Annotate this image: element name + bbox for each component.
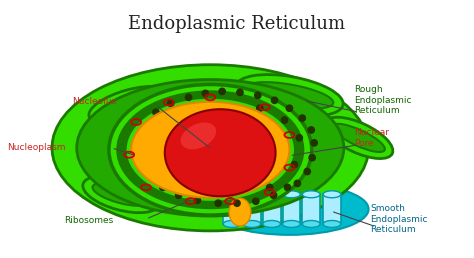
Ellipse shape [302, 221, 320, 228]
Ellipse shape [283, 221, 301, 228]
Circle shape [284, 184, 291, 190]
Circle shape [187, 186, 194, 192]
Ellipse shape [246, 82, 333, 109]
Text: Endoplasmic Reticulum: Endoplasmic Reticulum [128, 15, 346, 33]
Circle shape [192, 105, 199, 111]
Circle shape [304, 168, 310, 175]
Circle shape [266, 184, 273, 190]
Text: Rough
Endoplasmic
Reticulum: Rough Endoplasmic Reticulum [354, 85, 411, 115]
Bar [283, 194, 301, 224]
Ellipse shape [229, 198, 251, 226]
Circle shape [296, 135, 302, 141]
Circle shape [146, 125, 152, 131]
Ellipse shape [210, 183, 369, 235]
Circle shape [219, 88, 225, 95]
Circle shape [215, 200, 221, 206]
Ellipse shape [117, 91, 303, 208]
Circle shape [308, 127, 314, 133]
Ellipse shape [243, 221, 261, 228]
Circle shape [253, 198, 259, 204]
Ellipse shape [181, 123, 216, 149]
Text: Smooth
Endoplasmic
Reticulum: Smooth Endoplasmic Reticulum [371, 204, 428, 234]
Circle shape [153, 151, 159, 158]
Circle shape [185, 94, 191, 101]
Ellipse shape [323, 191, 341, 198]
Ellipse shape [52, 65, 369, 231]
Ellipse shape [165, 109, 275, 196]
Circle shape [153, 109, 159, 115]
Ellipse shape [109, 84, 312, 215]
Bar [223, 194, 241, 224]
Ellipse shape [236, 75, 343, 116]
Circle shape [237, 89, 243, 95]
Circle shape [255, 92, 261, 99]
Ellipse shape [83, 176, 160, 213]
Ellipse shape [283, 191, 301, 198]
Circle shape [271, 192, 277, 198]
Ellipse shape [98, 93, 164, 118]
Circle shape [167, 100, 174, 107]
Bar [243, 194, 261, 224]
Text: Nuclear
Pore: Nuclear Pore [354, 128, 389, 148]
Ellipse shape [131, 102, 290, 198]
Circle shape [299, 115, 305, 121]
Text: Ribosomes: Ribosomes [64, 216, 113, 225]
Circle shape [141, 140, 147, 146]
Text: Nucleolus: Nucleolus [72, 97, 116, 106]
Text: Nucleoplasm: Nucleoplasm [8, 143, 66, 152]
Circle shape [194, 197, 201, 203]
Circle shape [143, 155, 149, 161]
Ellipse shape [223, 221, 241, 228]
Circle shape [160, 184, 166, 190]
Ellipse shape [223, 191, 241, 198]
Ellipse shape [263, 221, 281, 228]
Bar [263, 194, 281, 224]
Circle shape [281, 117, 288, 123]
Ellipse shape [89, 86, 173, 124]
Ellipse shape [125, 97, 295, 202]
Circle shape [148, 168, 154, 175]
Circle shape [309, 155, 315, 161]
Ellipse shape [243, 191, 261, 198]
Ellipse shape [77, 79, 344, 216]
Circle shape [234, 200, 240, 206]
Ellipse shape [263, 191, 281, 198]
Ellipse shape [332, 124, 385, 152]
Circle shape [160, 171, 166, 178]
Ellipse shape [302, 191, 320, 198]
Bar [323, 194, 341, 224]
Circle shape [227, 191, 233, 197]
Circle shape [291, 162, 298, 168]
Ellipse shape [325, 117, 393, 159]
Circle shape [311, 140, 317, 146]
Circle shape [175, 192, 182, 198]
Circle shape [286, 105, 292, 111]
Circle shape [272, 97, 278, 103]
Bar [302, 194, 320, 224]
Circle shape [173, 115, 179, 121]
Circle shape [256, 105, 263, 111]
Circle shape [202, 90, 209, 96]
Circle shape [294, 180, 301, 187]
Ellipse shape [92, 183, 150, 206]
Ellipse shape [323, 221, 341, 228]
